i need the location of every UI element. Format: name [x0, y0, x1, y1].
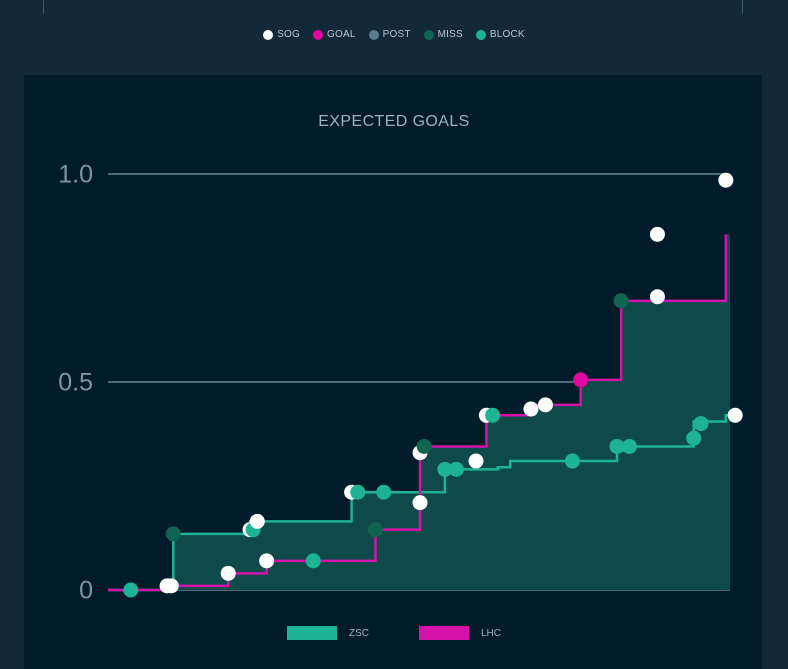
shot-event-goal[interactable]	[573, 372, 589, 388]
shot-legend-label: SOG	[277, 29, 301, 40]
shot-event-sog[interactable]	[468, 453, 484, 469]
y-tick-label: 0.5	[58, 369, 93, 397]
sog-dot-icon	[263, 29, 274, 40]
shot-event-block[interactable]	[305, 553, 321, 569]
xg-area-fill	[108, 234, 730, 590]
series-legend-label: LHC	[480, 627, 501, 639]
frame-right-edge	[742, 0, 743, 14]
shot-legend-label: MISS	[437, 29, 463, 40]
shot-event-sog[interactable]	[412, 495, 428, 511]
series-legend-label: ZSC	[348, 627, 369, 639]
shot-legend-label: GOAL	[327, 29, 356, 40]
shot-legend-item-block[interactable]: BLOCK	[475, 29, 525, 40]
y-tick-label: 1.0	[58, 161, 93, 189]
area-layer	[108, 234, 730, 590]
shot-event-block[interactable]	[564, 453, 580, 469]
shot-event-sog[interactable]	[259, 553, 275, 569]
goal-dot-icon	[313, 29, 324, 40]
shot-event-sog[interactable]	[537, 397, 553, 413]
shot-legend-item-post[interactable]: POST	[368, 29, 411, 40]
post-dot-icon	[368, 29, 379, 40]
lhc-swatch	[418, 626, 469, 640]
shot-event-sog[interactable]	[649, 289, 665, 305]
shot-event-block[interactable]	[437, 461, 453, 477]
shot-event-sog[interactable]	[163, 578, 179, 594]
y-tick-label: 0	[79, 577, 93, 605]
shot-event-sog[interactable]	[727, 407, 743, 423]
shot-event-sog[interactable]	[220, 565, 236, 581]
shot-event-miss[interactable]	[416, 438, 432, 454]
shot-event-block[interactable]	[448, 461, 464, 477]
shot-legend-item-goal[interactable]: GOAL	[313, 29, 356, 40]
shot-event-block[interactable]	[686, 430, 702, 446]
shot-event-sog[interactable]	[718, 172, 734, 188]
shot-legend-label: POST	[382, 29, 411, 40]
shot-event-block[interactable]	[350, 484, 366, 500]
shot-event-miss[interactable]	[367, 522, 383, 538]
series-legend: ZSC LHC	[0, 626, 788, 640]
shot-event-sog[interactable]	[649, 226, 665, 242]
shot-legend-item-sog[interactable]: SOG	[263, 29, 300, 40]
shot-event-block[interactable]	[693, 416, 709, 432]
shot-event-miss[interactable]	[165, 526, 181, 542]
series-legend-item-zsc[interactable]: ZSC	[286, 626, 369, 640]
block-dot-icon	[475, 29, 486, 40]
shot-event-sog[interactable]	[523, 401, 539, 417]
event-layer	[123, 172, 743, 598]
grid-layer: 0 0.5 1.0	[58, 161, 730, 605]
series-legend-item-lhc[interactable]: LHC	[418, 626, 501, 640]
shot-type-legend: SOG GOAL POST MISS BLOCK	[0, 29, 788, 40]
shot-legend-label: BLOCK	[489, 29, 525, 40]
shot-event-block[interactable]	[609, 438, 625, 454]
frame-left-edge	[43, 0, 44, 14]
shot-legend-item-miss[interactable]: MISS	[423, 29, 463, 40]
shot-event-block[interactable]	[376, 484, 392, 500]
shot-event-miss[interactable]	[613, 293, 629, 309]
chart-title: EXPECTED GOALS	[318, 113, 470, 130]
shot-event-sog[interactable]	[249, 513, 265, 529]
miss-dot-icon	[423, 29, 434, 40]
shot-event-block[interactable]	[485, 407, 501, 423]
shot-event-block[interactable]	[621, 438, 637, 454]
shot-event-block[interactable]	[123, 582, 139, 598]
zsc-swatch	[286, 626, 337, 640]
